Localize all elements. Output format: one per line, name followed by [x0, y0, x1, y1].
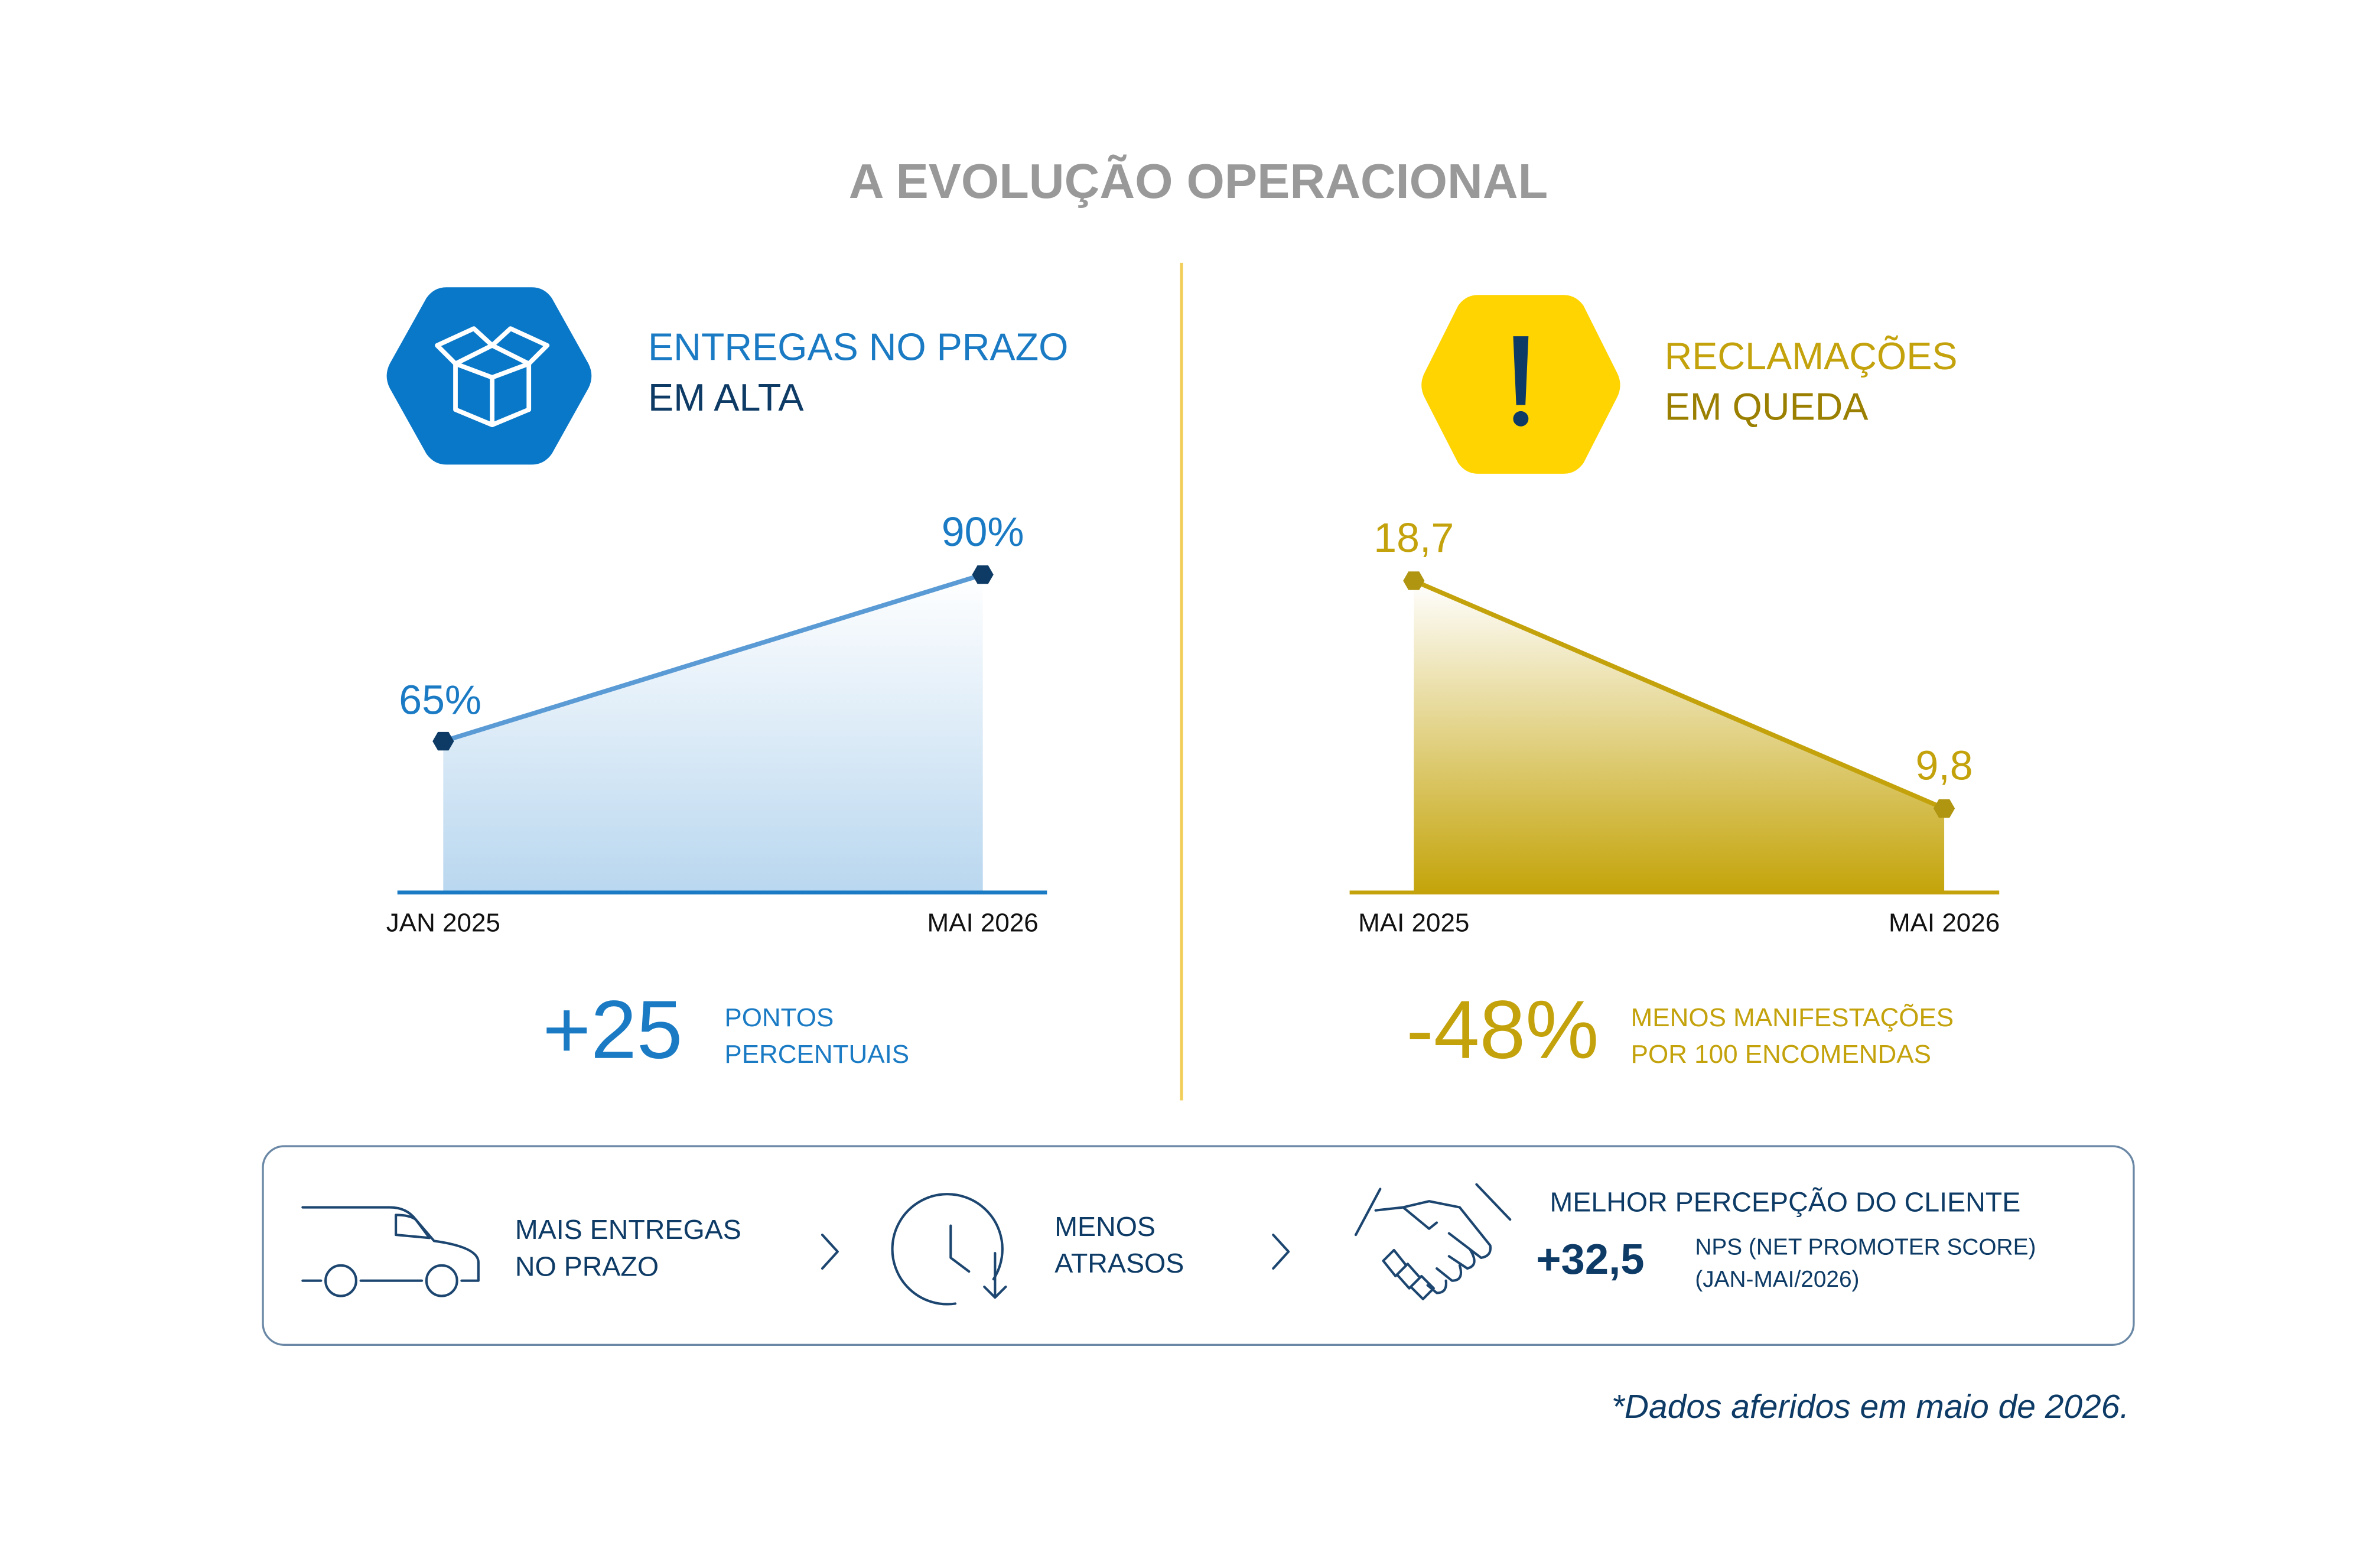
marker	[432, 731, 454, 751]
summary-note: (JAN-MAI/2026)	[1695, 1267, 1859, 1292]
heading: EM ALTA	[648, 376, 804, 419]
x-tick-label: MAI 2025	[1358, 909, 1469, 938]
line	[442, 572, 984, 744]
stat: +25	[542, 984, 682, 1076]
clock-icon	[891, 1193, 1007, 1306]
box-icon	[386, 287, 592, 465]
summary-box	[262, 1145, 2135, 1346]
alert-icon	[1421, 295, 1620, 474]
summary-stat: +32,5	[1536, 1235, 1644, 1283]
data-label: 9,8	[1916, 743, 1973, 789]
x-tick-label: MAI 2026	[1889, 909, 2000, 938]
summary-text: ATRASOS	[1054, 1248, 1184, 1279]
summary-note: NPS (NET PROMOTER SCORE)	[1695, 1235, 2036, 1260]
stat-text: POR 100 ENCOMENDAS	[1631, 1040, 1931, 1069]
heading: RECLAMAÇÕES	[1665, 334, 1958, 378]
data-label: 90%	[942, 509, 1024, 555]
stat: -48%	[1406, 984, 1599, 1076]
marker	[1933, 799, 1955, 818]
footnote: *Dados aferidos em maio de 2026.	[1612, 1388, 2129, 1426]
van-icon	[301, 1206, 480, 1297]
summary-text: MAIS ENTREGAS	[515, 1214, 741, 1245]
heading: ENTREGAS NO PRAZO	[648, 325, 1068, 368]
summary-text: MELHOR PERCEPÇÃO DO CLIENTE	[1550, 1187, 2021, 1218]
heading: EM QUEDA	[1665, 385, 1869, 428]
data-label: 65%	[399, 676, 481, 723]
stat-text: MENOS MANIFESTAÇÕES	[1631, 1003, 1954, 1032]
chevron	[821, 1234, 839, 1270]
title: A EVOLUÇÃO OPERACIONAL	[849, 154, 1548, 209]
stat-text: PERCENTUAIS	[724, 1040, 909, 1069]
summary-text: MENOS	[1054, 1211, 1156, 1242]
x-tick-label: JAN 2025	[386, 909, 500, 938]
chevron	[1272, 1234, 1290, 1270]
area	[1414, 580, 1945, 893]
stat-text: PONTOS	[724, 1003, 834, 1032]
summary-text: NO PRAZO	[515, 1251, 659, 1281]
handshake-icon	[1354, 1183, 1512, 1300]
x-tick-label: MAI 2026	[927, 909, 1039, 938]
marker	[1403, 571, 1425, 590]
line	[1412, 578, 1945, 811]
area	[443, 574, 983, 893]
marker	[972, 565, 994, 584]
data-label: 18,7	[1373, 515, 1454, 561]
